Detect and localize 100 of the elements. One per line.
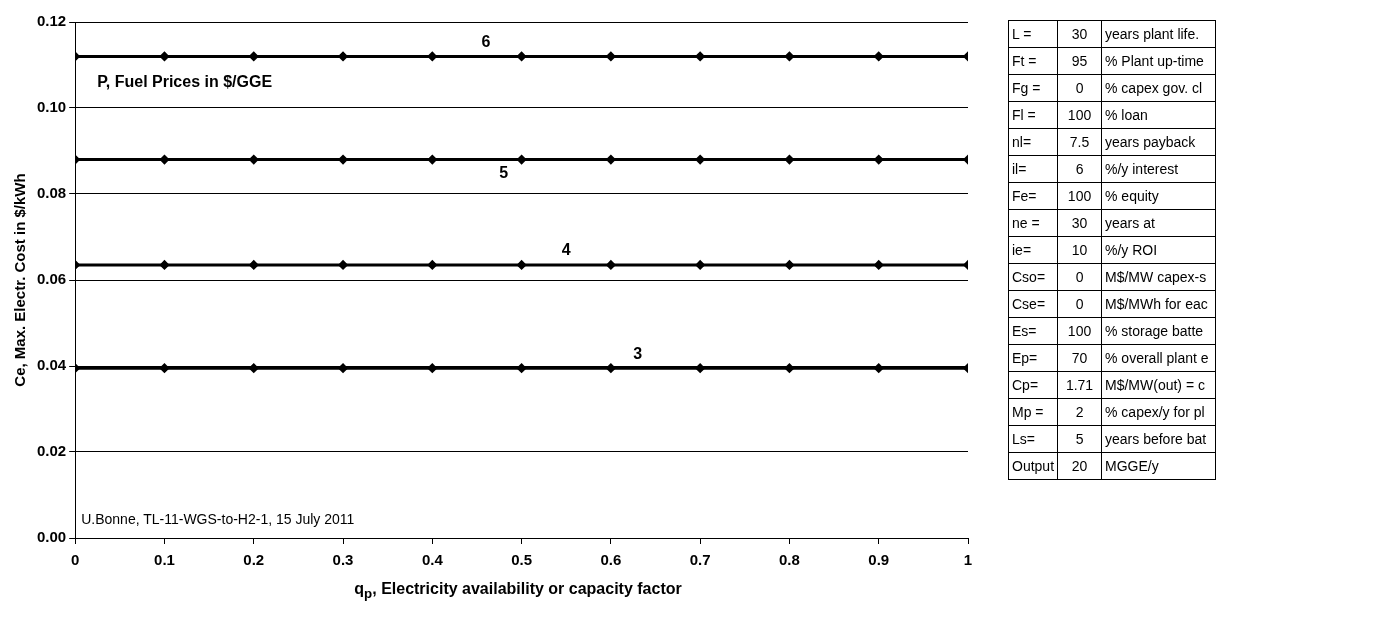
text: %/y ROI [1101,236,1216,264]
text: M$/MWh for eac [1101,290,1216,318]
point [606,51,616,61]
text: MGGE/y [1101,452,1216,480]
text: 95 [1057,47,1102,75]
y-tick-label: 0.02 [36,442,67,460]
point [695,155,705,165]
point [159,260,169,270]
x-tick-label: 0.7 [689,551,711,569]
text: M$/MW capex-s [1101,263,1216,291]
text: years plant life. [1101,20,1216,48]
series-label: 4 [561,241,571,259]
text: Es= [1008,317,1058,345]
text: Fg = [1008,74,1058,102]
text: Cse= [1008,290,1058,318]
text: % overall plant e [1101,344,1216,372]
text: Ft = [1008,47,1058,75]
text: il= [1008,155,1058,183]
text: years payback [1101,128,1216,156]
text: Mp = [1008,398,1058,426]
x-tick-label: 0.3 [332,551,354,569]
y-tick-label: 0.12 [36,12,67,30]
point [874,260,884,270]
x-tick-label: 0.1 [154,551,175,569]
x-tick-label: 0.6 [600,551,622,569]
text: 5 [1057,425,1102,453]
text: nl= [1008,128,1058,156]
point [249,260,259,270]
text: 100 [1057,182,1102,210]
point [249,363,259,373]
y-tick-label: 0.10 [36,98,67,116]
y-tick-label: 0.08 [36,184,67,202]
point [695,363,705,373]
point [249,51,259,61]
x-tick-label: 0.4 [421,551,444,569]
x-tick-label: 1 [963,551,973,569]
point [338,260,348,270]
text: % storage batte [1101,317,1216,345]
text: 30 [1057,209,1102,237]
text: 20 [1057,452,1102,480]
text: % loan [1101,101,1216,129]
series-label: 5 [499,164,509,182]
point [874,363,884,373]
text: 0 [1057,290,1102,318]
point [695,51,705,61]
text: Ls= [1008,425,1058,453]
text: %/y interest [1101,155,1216,183]
y-tick-label: 0.06 [36,270,67,288]
point [695,260,705,270]
text: ie= [1008,236,1058,264]
point [249,155,259,165]
text: Ep= [1008,344,1058,372]
text: 2 [1057,398,1102,426]
point [874,155,884,165]
text: ne = [1008,209,1058,237]
point [517,155,527,165]
point [427,363,437,373]
point [606,363,616,373]
text: Fe= [1008,182,1058,210]
y-tick-label: 0.00 [36,528,67,546]
series-label: 6 [481,32,491,50]
text: 0 [1057,263,1102,291]
point [517,363,527,373]
point [427,51,437,61]
x-tick-label: 0 [71,551,80,569]
x-tick-label: 0.2 [243,551,265,569]
text: 30 [1057,20,1102,48]
x-axis-title: q$_{p}$, Electricity availability or capacity factor [353,580,683,602]
text: 7.5 [1057,128,1102,156]
y-tick-label: 0.04 [36,356,67,374]
text: % Plant up-time [1101,47,1216,75]
point [874,51,884,61]
text: years at [1101,209,1216,237]
text: years before bat [1101,425,1216,453]
point [784,260,794,270]
point [159,363,169,373]
point [427,155,437,165]
text: 1.71 [1057,371,1102,399]
text: % capex/y for pl [1101,398,1216,426]
point [517,260,527,270]
x-tick-label: 0.9 [868,551,890,569]
x-tick-label: 0.5 [511,551,533,569]
point [427,260,437,270]
point [606,155,616,165]
y-axis-title: Ce, Max. Electr. Cost in $/kWh [11,173,29,387]
text: 0 [1057,74,1102,102]
x-tick-label: 0.8 [779,551,800,569]
point [159,51,169,61]
text: M$/MW(out) = c [1101,371,1216,399]
annotation: U.Bonne, TL-11-WGS-to-H2-1, 15 July 2011 [81,510,355,527]
text: % equity [1101,182,1216,210]
point [606,260,616,270]
text: Cso= [1008,263,1058,291]
text: Fl = [1008,101,1058,129]
text: 6 [1057,155,1102,183]
text: 100 [1057,317,1102,345]
series-label: 3 [633,344,643,362]
text: 70 [1057,344,1102,372]
text: L = [1008,20,1058,48]
point [338,155,348,165]
